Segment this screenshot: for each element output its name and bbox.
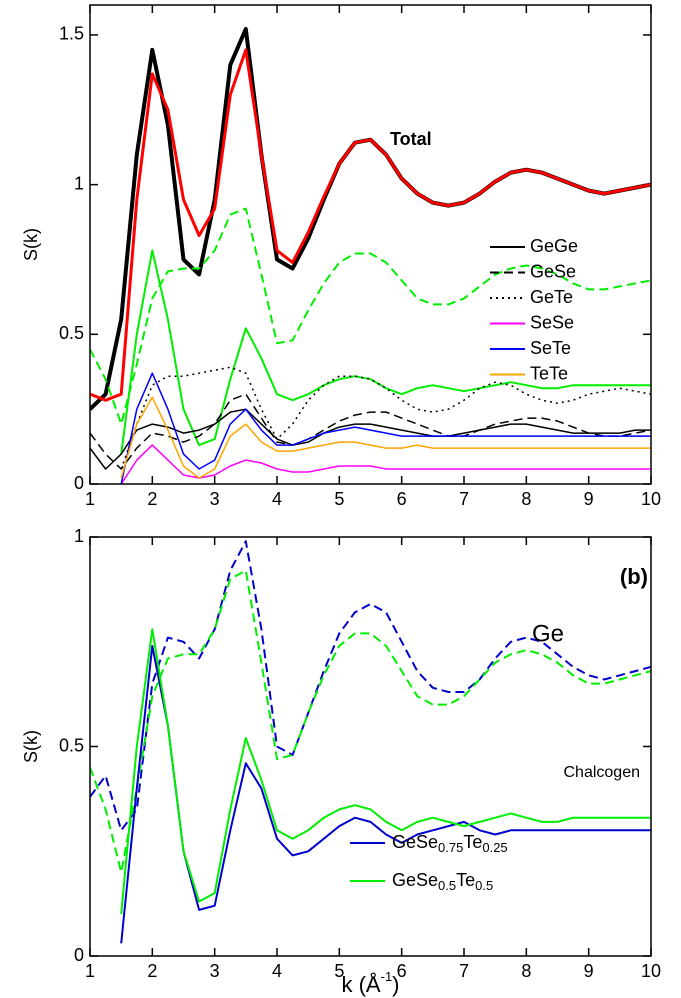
x-tick-label: 2 [147, 489, 157, 509]
legend-label-part: 0.75 [438, 840, 463, 855]
x-tick-label: 8 [521, 489, 531, 509]
y-tick-label: 0.5 [59, 323, 84, 343]
series-line [90, 408, 651, 470]
y-tick-label: 1 [74, 173, 84, 193]
x-tick-label: 1 [85, 961, 95, 981]
x-tick-label: 4 [272, 489, 282, 509]
y-tick-label: 1 [74, 526, 84, 546]
series-line [120, 444, 651, 484]
legend-label: GeSe0.5Te0.5 [392, 870, 493, 894]
y-tick-label: 0.5 [59, 735, 84, 755]
legend-label-part: 0.25 [482, 840, 507, 855]
x-tick-label: 10 [641, 489, 661, 509]
series-line [90, 569, 651, 874]
x-axis-label: k (Å-1) [341, 969, 399, 996]
annotation: Ge [532, 620, 564, 647]
legend-label: SeTe [530, 338, 571, 358]
series-line [120, 628, 651, 915]
series-line [90, 540, 651, 832]
x-tick-label: 8 [521, 961, 531, 981]
y-axis-label: S(k) [21, 730, 41, 763]
series-group [90, 27, 651, 484]
legend-label-part: GeSe [392, 870, 438, 890]
legend-label-part: 0.5 [475, 878, 493, 893]
legend-label-part: GeSe [392, 832, 438, 852]
legend-label-part: 0.5 [438, 878, 456, 893]
x-tick-label: 6 [397, 961, 407, 981]
x-tick-label: 3 [210, 961, 220, 981]
series-group [90, 540, 651, 944]
series-line [120, 366, 651, 470]
x-tick-label: 7 [459, 961, 469, 981]
legend-label: GeSe0.75Te0.25 [392, 832, 508, 856]
y-tick-label: 0 [74, 473, 84, 493]
x-tick-label: 9 [584, 961, 594, 981]
x-tick-label: 10 [641, 961, 661, 981]
x-tick-label: 9 [584, 489, 594, 509]
plot-frame [89, 4, 652, 485]
legend-label: GeSe [530, 261, 576, 281]
annotation: (b) [620, 564, 648, 589]
series-line [120, 644, 651, 944]
x-axis-label-part: -1 [381, 969, 393, 984]
x-axis-label-part: ) [392, 972, 399, 997]
annotation: Chalcogen [564, 764, 641, 781]
legend-label: TeTe [530, 363, 568, 383]
x-tick-label: 3 [210, 489, 220, 509]
legend-label: GeGe [530, 236, 578, 256]
x-tick-label: 7 [459, 489, 469, 509]
legend-label-part: Te [463, 832, 482, 852]
series-line [90, 393, 651, 470]
x-tick-label: 6 [397, 489, 407, 509]
series-line [120, 396, 651, 479]
series-line [90, 207, 651, 426]
series-line [90, 48, 651, 402]
plot-frame [89, 536, 652, 957]
x-tick-label: 1 [85, 489, 95, 509]
panel: 1 2 3 4 5 6 7 8 9 10 0 0.5 1 S(k) k (Å-1) (b) Ge Chalcoge… [21, 526, 661, 997]
annotation: Total [390, 129, 432, 149]
x-axis-label-part: k (Å [341, 972, 380, 997]
x-tick-label: 4 [272, 961, 282, 981]
legend-label-part: Te [456, 870, 475, 890]
series-line [120, 372, 651, 484]
panel: 1 2 3 4 5 6 7 8 9 10 0 0.5 1 1.5 S(k) Total GeGe GeSe GeTe… [21, 4, 661, 509]
x-tick-label: 5 [334, 961, 344, 981]
y-axis-label: S(k) [21, 228, 41, 261]
legend-label: GeTe [530, 287, 573, 307]
y-tick-label: 0 [74, 945, 84, 965]
y-tick-label: 1.5 [59, 24, 84, 44]
series-line [120, 249, 651, 455]
x-tick-label: 2 [147, 961, 157, 981]
legend-label: SeSe [530, 312, 574, 332]
x-tick-label: 5 [334, 489, 344, 509]
